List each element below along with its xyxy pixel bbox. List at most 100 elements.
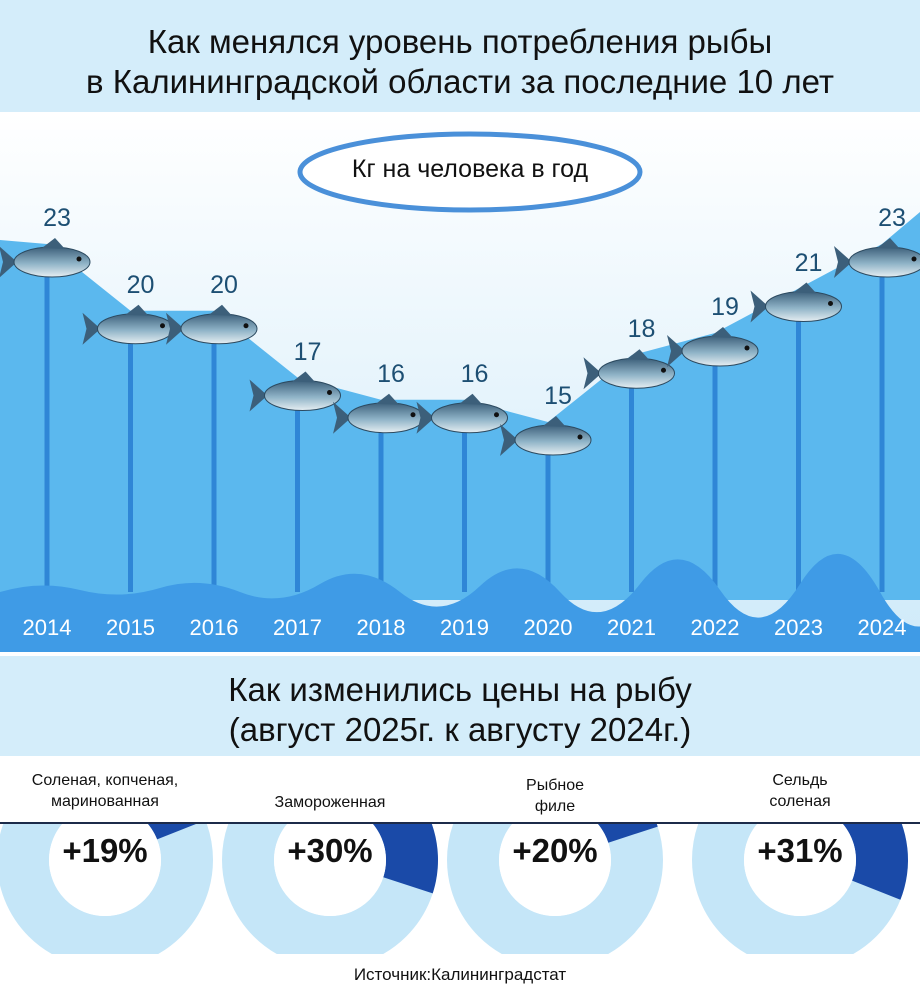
- fish-tail: [500, 424, 518, 456]
- donut-segment: [372, 824, 438, 894]
- fish-eye: [494, 412, 499, 418]
- fish: [583, 349, 675, 390]
- x-tick-label: 2015: [106, 615, 155, 640]
- donut-segment: [147, 824, 196, 840]
- value-label: 20: [126, 270, 155, 299]
- value-label: 15: [544, 382, 572, 410]
- fish: [0, 238, 91, 278]
- fish-tail: [166, 312, 184, 345]
- fish-body: [681, 335, 759, 367]
- x-tick-label: 2014: [22, 615, 72, 640]
- prices-title-band: [0, 656, 920, 756]
- fish-body: [13, 246, 91, 278]
- donut-rest: [0, 824, 213, 954]
- fish-body: [180, 313, 258, 345]
- fish-tail: [750, 290, 769, 323]
- x-tick-label: 2022: [690, 615, 740, 640]
- x-tick-label: 2018: [356, 615, 406, 640]
- fish: [166, 304, 258, 345]
- fish-eye: [327, 390, 332, 395]
- fish-tail: [249, 379, 268, 412]
- fish-body: [347, 402, 425, 434]
- fish-body: [264, 380, 341, 411]
- fish-eye: [160, 323, 165, 329]
- fish-tail: [416, 401, 435, 434]
- fish-fin: [292, 371, 316, 383]
- fish-tail: [667, 335, 685, 367]
- fish: [834, 238, 920, 278]
- value-label: 18: [627, 315, 656, 344]
- donut-rest: [447, 824, 663, 954]
- category-label: Рыбное филе: [526, 777, 584, 815]
- x-tick-label: 2020: [523, 615, 573, 640]
- donut-hole: [49, 824, 161, 916]
- prices-title: Как изменились цены на рыбу (август 2025…: [228, 671, 692, 748]
- fish: [416, 393, 508, 434]
- x-tick-label: 2024: [857, 615, 907, 640]
- fish-fin: [376, 393, 399, 405]
- fish-fin: [543, 416, 566, 427]
- fish: [667, 327, 759, 367]
- value-label: +30%: [287, 832, 373, 869]
- donut-segment: [597, 824, 658, 843]
- fish-body: [97, 313, 174, 345]
- fish-eye: [577, 434, 583, 440]
- fish-fin: [877, 238, 900, 249]
- title-band: [0, 0, 920, 112]
- fish: [500, 416, 592, 456]
- chart-title: Как менялся уровень потребления рыбы в К…: [86, 23, 834, 100]
- value-label: 19: [711, 293, 739, 321]
- fish-fin: [793, 282, 817, 294]
- fish-fin: [209, 304, 232, 316]
- value-label: 23: [43, 204, 71, 232]
- x-tick-label: 2021: [607, 615, 656, 640]
- category-label: Соленая, копченая, маринованная: [31, 772, 179, 810]
- fish-eye: [911, 256, 917, 262]
- fish-eye: [661, 367, 666, 373]
- fish-tail: [583, 357, 602, 390]
- donut-hole: [744, 824, 856, 916]
- x-tick-label: 2019: [440, 615, 489, 640]
- fish-eye: [410, 412, 416, 418]
- value-label: +19%: [62, 832, 148, 869]
- chart-subtitle: Кг на человека в год: [351, 155, 589, 183]
- fish-body: [431, 402, 508, 434]
- donut-segment: [842, 824, 908, 900]
- value-label: +31%: [757, 832, 843, 869]
- fish: [750, 282, 842, 323]
- fish-tail: [0, 246, 17, 278]
- fish-eye: [828, 301, 833, 306]
- unit-pill: [297, 131, 643, 213]
- fish-tail: [834, 246, 852, 278]
- water: [0, 554, 920, 652]
- fish-fin: [125, 304, 149, 316]
- fish-eye: [76, 256, 82, 262]
- fish-fin: [42, 238, 65, 249]
- source: Источник:Калининградстат: [353, 965, 567, 984]
- fish-body: [598, 357, 675, 389]
- fish-tail: [82, 312, 101, 345]
- donut-hole: [499, 824, 611, 916]
- fish-eye: [744, 345, 750, 351]
- fish-fin: [626, 349, 650, 361]
- value-label: 23: [878, 204, 906, 232]
- category-label: Замороженная: [274, 794, 386, 811]
- fish-eye: [243, 323, 249, 329]
- value-label: 16: [460, 359, 489, 388]
- donut-hole: [274, 824, 386, 916]
- value-label: 17: [293, 337, 322, 366]
- fish-body: [514, 424, 592, 456]
- x-tick-label: 2023: [774, 615, 823, 640]
- fish-fin: [459, 393, 483, 405]
- value-label: 21: [794, 248, 823, 277]
- fish-tail: [333, 401, 351, 434]
- x-tick-label: 2016: [189, 615, 239, 640]
- fish-body: [848, 246, 920, 278]
- value-label: +20%: [512, 832, 598, 869]
- fish-fin: [710, 327, 733, 338]
- value-label: 16: [377, 359, 405, 388]
- fish-body: [765, 291, 842, 322]
- x-tick-label: 2017: [273, 615, 322, 640]
